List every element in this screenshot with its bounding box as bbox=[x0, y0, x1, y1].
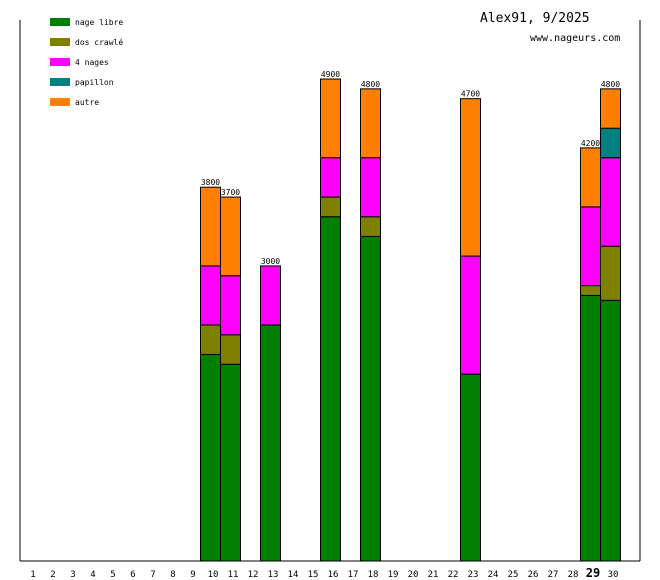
bar-day-16-4-nages bbox=[320, 157, 341, 198]
chart-subtitle: www.nageurs.com bbox=[530, 33, 620, 44]
x-tick-label-29: 29 bbox=[586, 566, 600, 580]
bar-day-30-dos-crawl- bbox=[600, 245, 621, 301]
x-tick-label-30: 30 bbox=[608, 570, 619, 580]
legend-swatch-autre bbox=[50, 98, 70, 106]
value-label-day-30: 4800 bbox=[601, 80, 620, 89]
bar-day-18-dos-crawl- bbox=[360, 216, 381, 237]
bar-day-10-autre bbox=[200, 186, 221, 267]
x-axis-tick-labels: 1 2 3 4 5 6 7 8 9 10 11 12 13 14 15 16 17 18 19 20 21 22 23 24 2… bbox=[30, 566, 618, 580]
x-tick-label-4: 4 bbox=[90, 570, 95, 580]
chart-title: Alex91, 9/2025 bbox=[480, 11, 590, 26]
x-tick-label-2: 2 bbox=[50, 570, 55, 580]
legend-label-papillon: papillon bbox=[75, 78, 114, 87]
x-tick-label-27: 27 bbox=[548, 570, 559, 580]
x-tick-label-8: 8 bbox=[170, 570, 175, 580]
legend-label-nage-libre: nage libre bbox=[75, 18, 123, 27]
value-label-day-18: 4800 bbox=[361, 80, 380, 89]
x-tick-label-15: 15 bbox=[308, 570, 319, 580]
x-tick-label-10: 10 bbox=[208, 570, 219, 580]
bar-day-30-nage-libre bbox=[600, 299, 621, 562]
value-label-day-16: 4900 bbox=[321, 70, 340, 79]
x-tick-label-22: 22 bbox=[448, 570, 459, 580]
x-tick-label-7: 7 bbox=[150, 570, 155, 580]
x-tick-label-1: 1 bbox=[30, 570, 35, 580]
x-tick-label-5: 5 bbox=[110, 570, 115, 580]
x-tick-label-3: 3 bbox=[70, 570, 75, 580]
x-tick-label-21: 21 bbox=[428, 570, 439, 580]
bar-day-16-autre bbox=[320, 78, 341, 159]
x-tick-label-12: 12 bbox=[248, 570, 259, 580]
bar-day-23-4-nages bbox=[460, 255, 481, 375]
x-tick-label-26: 26 bbox=[528, 570, 539, 580]
bar-day-10-4-nages bbox=[200, 265, 221, 326]
bar-day-10-dos-crawl- bbox=[200, 324, 221, 355]
legend-label-autre: autre bbox=[75, 98, 99, 107]
bar-day-18-autre bbox=[360, 88, 381, 159]
x-tick-label-18: 18 bbox=[368, 570, 379, 580]
legend-label-4-nages: 4 nages bbox=[75, 58, 109, 67]
x-tick-label-9: 9 bbox=[190, 570, 195, 580]
legend-swatch-papillon bbox=[50, 78, 70, 86]
value-label-day-11: 3700 bbox=[221, 188, 240, 197]
x-tick-label-16: 16 bbox=[328, 570, 339, 580]
x-tick-label-19: 19 bbox=[388, 570, 399, 580]
x-tick-label-17: 17 bbox=[348, 570, 359, 580]
x-tick-label-23: 23 bbox=[468, 570, 479, 580]
bar-day-30-autre bbox=[600, 88, 621, 129]
x-tick-label-14: 14 bbox=[288, 570, 299, 580]
bar-day-11-autre bbox=[220, 196, 241, 277]
bar-day-29-autre bbox=[580, 147, 601, 208]
bar-day-30-4-nages bbox=[600, 157, 621, 247]
bar-day-10-nage-libre bbox=[200, 353, 221, 562]
legend-swatch-nage-libre bbox=[50, 18, 70, 26]
legend-swatch-4-nages bbox=[50, 58, 70, 66]
bar-day-23-autre bbox=[460, 98, 481, 257]
legend: nage libre dos crawlé 4 nages papillon autre bbox=[50, 18, 123, 107]
bar-day-11-dos-crawl- bbox=[220, 334, 241, 365]
x-tick-label-13: 13 bbox=[268, 570, 279, 580]
x-tick-label-24: 24 bbox=[488, 570, 499, 580]
bar-day-11-nage-libre bbox=[220, 363, 241, 562]
value-label-day-23: 4700 bbox=[461, 90, 480, 99]
x-tick-label-25: 25 bbox=[508, 570, 519, 580]
value-label-day-13: 3000 bbox=[261, 257, 280, 266]
bar-day-30-papillon bbox=[600, 127, 621, 159]
bar-day-13-4-nages bbox=[260, 265, 281, 326]
x-tick-label-6: 6 bbox=[130, 570, 135, 580]
legend-swatch-dos-crawl- bbox=[50, 38, 70, 46]
bar-day-29-dos-crawl- bbox=[580, 285, 601, 296]
value-label-day-10: 3800 bbox=[201, 178, 220, 187]
bar-day-16-dos-crawl- bbox=[320, 196, 341, 218]
bar-day-23-nage-libre bbox=[460, 373, 481, 562]
bar-day-18-4-nages bbox=[360, 157, 381, 218]
x-tick-label-11: 11 bbox=[228, 570, 239, 580]
legend-label-dos-crawl-: dos crawlé bbox=[75, 37, 123, 47]
bar-day-29-4-nages bbox=[580, 206, 601, 287]
bar-day-13-nage-libre bbox=[260, 324, 281, 562]
x-tick-label-28: 28 bbox=[568, 570, 579, 580]
bars bbox=[200, 78, 621, 562]
bar-day-11-4-nages bbox=[220, 275, 241, 336]
bar-day-16-nage-libre bbox=[320, 216, 341, 562]
bar-day-18-nage-libre bbox=[360, 235, 381, 562]
bar-day-29-nage-libre bbox=[580, 294, 601, 562]
value-label-day-29: 4200 bbox=[581, 139, 600, 148]
x-tick-label-20: 20 bbox=[408, 570, 419, 580]
